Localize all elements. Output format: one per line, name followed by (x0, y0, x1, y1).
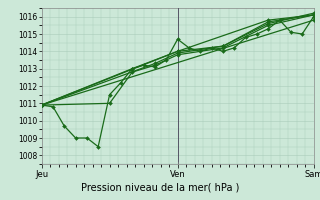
Text: Pression niveau de la mer( hPa ): Pression niveau de la mer( hPa ) (81, 182, 239, 192)
